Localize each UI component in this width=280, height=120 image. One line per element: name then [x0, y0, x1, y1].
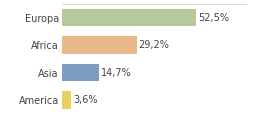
Bar — [62, 9, 196, 27]
Text: 52,5%: 52,5% — [199, 13, 229, 23]
Bar — [62, 64, 99, 81]
Bar — [62, 36, 137, 54]
Text: 14,7%: 14,7% — [101, 68, 132, 78]
Text: 29,2%: 29,2% — [139, 40, 169, 50]
Text: 3,6%: 3,6% — [73, 95, 97, 105]
Bar — [62, 91, 71, 109]
